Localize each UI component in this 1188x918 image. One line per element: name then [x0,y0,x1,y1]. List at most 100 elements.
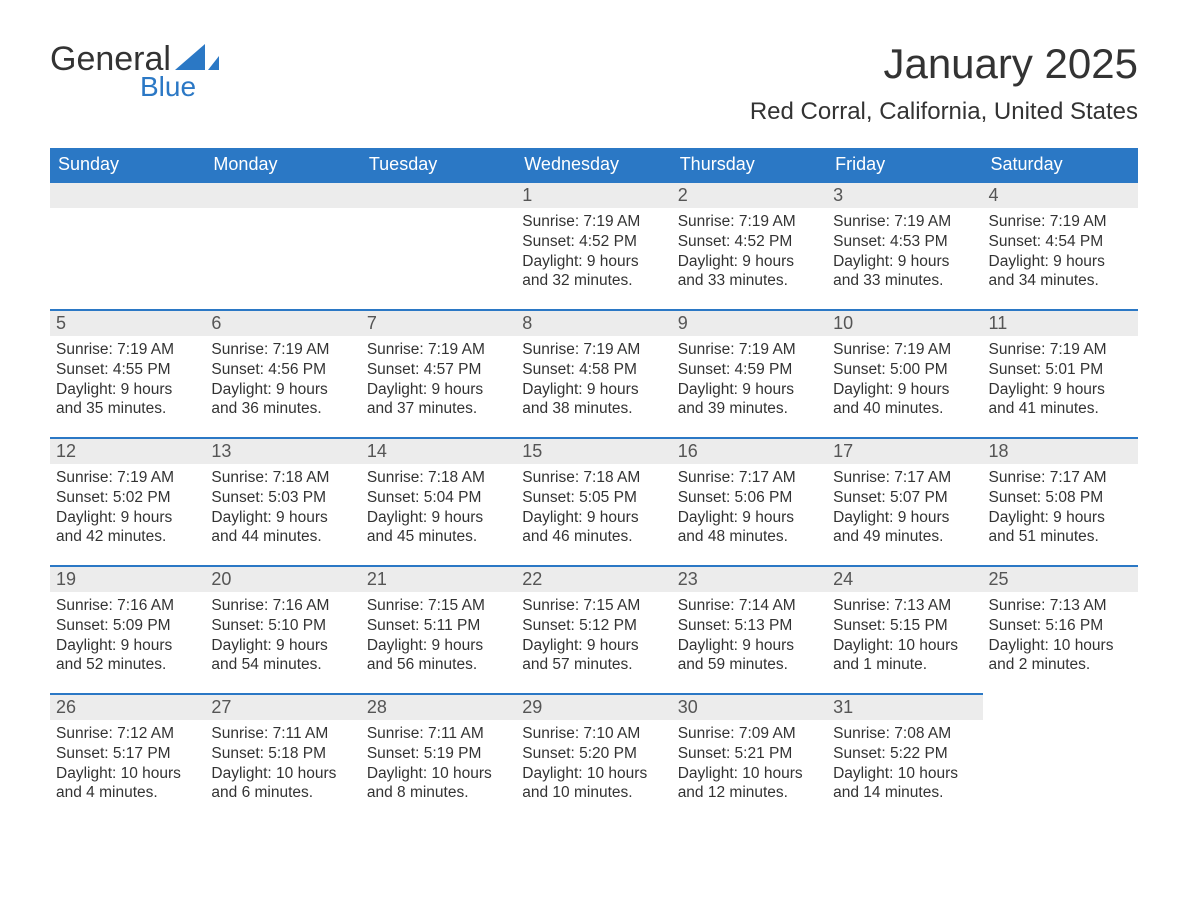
day-body: Sunrise: 7:11 AMSunset: 5:19 PMDaylight:… [361,720,516,811]
calendar-table: SundayMondayTuesdayWednesdayThursdayFrid… [50,148,1138,821]
day-body: Sunrise: 7:17 AMSunset: 5:06 PMDaylight:… [672,464,827,555]
sunset-text: Sunset: 5:07 PM [833,488,976,508]
day-body: Sunrise: 7:19 AMSunset: 4:52 PMDaylight:… [672,208,827,299]
calendar-cell: 17Sunrise: 7:17 AMSunset: 5:07 PMDayligh… [827,437,982,565]
day-number: 2 [672,181,827,208]
day-number: 7 [361,309,516,336]
calendar-cell: 3Sunrise: 7:19 AMSunset: 4:53 PMDaylight… [827,181,982,309]
calendar-cell: 10Sunrise: 7:19 AMSunset: 5:00 PMDayligh… [827,309,982,437]
day-header: Monday [205,148,360,181]
daylight-text: Daylight: 9 hours and 33 minutes. [678,252,821,292]
daylight-text: Daylight: 10 hours and 10 minutes. [522,764,665,804]
daylight-text: Daylight: 9 hours and 45 minutes. [367,508,510,548]
calendar-cell: 18Sunrise: 7:17 AMSunset: 5:08 PMDayligh… [983,437,1138,565]
daylight-text: Daylight: 9 hours and 39 minutes. [678,380,821,420]
day-number: 24 [827,565,982,592]
sunset-text: Sunset: 5:21 PM [678,744,821,764]
day-number: 27 [205,693,360,720]
calendar-cell: 31Sunrise: 7:08 AMSunset: 5:22 PMDayligh… [827,693,982,821]
daylight-text: Daylight: 9 hours and 40 minutes. [833,380,976,420]
day-header-row: SundayMondayTuesdayWednesdayThursdayFrid… [50,148,1138,181]
daylight-text: Daylight: 9 hours and 59 minutes. [678,636,821,676]
calendar-cell: 27Sunrise: 7:11 AMSunset: 5:18 PMDayligh… [205,693,360,821]
day-body: Sunrise: 7:15 AMSunset: 5:12 PMDaylight:… [516,592,671,683]
day-header: Wednesday [516,148,671,181]
calendar-cell: 6Sunrise: 7:19 AMSunset: 4:56 PMDaylight… [205,309,360,437]
daylight-text: Daylight: 9 hours and 38 minutes. [522,380,665,420]
calendar-body: 1Sunrise: 7:19 AMSunset: 4:52 PMDaylight… [50,181,1138,821]
day-body: Sunrise: 7:19 AMSunset: 4:59 PMDaylight:… [672,336,827,427]
daylight-text: Daylight: 9 hours and 34 minutes. [989,252,1132,292]
day-header: Saturday [983,148,1138,181]
day-number: 15 [516,437,671,464]
sunrise-text: Sunrise: 7:18 AM [522,468,665,488]
daylight-text: Daylight: 10 hours and 1 minute. [833,636,976,676]
page-header: General Blue January 2025 Red Corral, Ca… [50,40,1138,140]
day-header: Sunday [50,148,205,181]
daylight-text: Daylight: 9 hours and 46 minutes. [522,508,665,548]
sunrise-text: Sunrise: 7:19 AM [367,340,510,360]
calendar-cell: 12Sunrise: 7:19 AMSunset: 5:02 PMDayligh… [50,437,205,565]
day-number: 31 [827,693,982,720]
calendar-cell: 24Sunrise: 7:13 AMSunset: 5:15 PMDayligh… [827,565,982,693]
sunset-text: Sunset: 4:54 PM [989,232,1132,252]
daylight-text: Daylight: 9 hours and 32 minutes. [522,252,665,292]
day-body: Sunrise: 7:19 AMSunset: 5:02 PMDaylight:… [50,464,205,555]
day-body: Sunrise: 7:18 AMSunset: 5:04 PMDaylight:… [361,464,516,555]
day-number: 12 [50,437,205,464]
day-number: 5 [50,309,205,336]
day-body: Sunrise: 7:19 AMSunset: 4:57 PMDaylight:… [361,336,516,427]
sunrise-text: Sunrise: 7:15 AM [522,596,665,616]
daynum-empty [50,181,205,208]
calendar-cell: 9Sunrise: 7:19 AMSunset: 4:59 PMDaylight… [672,309,827,437]
daylight-text: Daylight: 9 hours and 44 minutes. [211,508,354,548]
day-number: 19 [50,565,205,592]
sunrise-text: Sunrise: 7:09 AM [678,724,821,744]
daylight-text: Daylight: 9 hours and 41 minutes. [989,380,1132,420]
sunrise-text: Sunrise: 7:16 AM [211,596,354,616]
sunrise-text: Sunrise: 7:19 AM [56,340,199,360]
day-number: 22 [516,565,671,592]
sunrise-text: Sunrise: 7:14 AM [678,596,821,616]
day-body: Sunrise: 7:15 AMSunset: 5:11 PMDaylight:… [361,592,516,683]
day-number: 4 [983,181,1138,208]
calendar-week: 12Sunrise: 7:19 AMSunset: 5:02 PMDayligh… [50,437,1138,565]
day-body: Sunrise: 7:10 AMSunset: 5:20 PMDaylight:… [516,720,671,811]
day-number: 29 [516,693,671,720]
calendar-cell [50,181,205,309]
day-number: 17 [827,437,982,464]
day-body: Sunrise: 7:19 AMSunset: 5:00 PMDaylight:… [827,336,982,427]
calendar-cell [205,181,360,309]
sunrise-text: Sunrise: 7:19 AM [522,340,665,360]
sunset-text: Sunset: 5:18 PM [211,744,354,764]
calendar-cell [983,693,1138,821]
sunrise-text: Sunrise: 7:08 AM [833,724,976,744]
sunrise-text: Sunrise: 7:13 AM [989,596,1132,616]
daylight-text: Daylight: 10 hours and 4 minutes. [56,764,199,804]
daylight-text: Daylight: 9 hours and 56 minutes. [367,636,510,676]
calendar-cell: 15Sunrise: 7:18 AMSunset: 5:05 PMDayligh… [516,437,671,565]
sunrise-text: Sunrise: 7:19 AM [56,468,199,488]
day-number: 9 [672,309,827,336]
sunset-text: Sunset: 5:17 PM [56,744,199,764]
calendar-cell: 21Sunrise: 7:15 AMSunset: 5:11 PMDayligh… [361,565,516,693]
daynum-empty [361,181,516,208]
sunset-text: Sunset: 5:11 PM [367,616,510,636]
daylight-text: Daylight: 10 hours and 12 minutes. [678,764,821,804]
sunset-text: Sunset: 5:05 PM [522,488,665,508]
day-body: Sunrise: 7:16 AMSunset: 5:09 PMDaylight:… [50,592,205,683]
daylight-text: Daylight: 9 hours and 54 minutes. [211,636,354,676]
day-body: Sunrise: 7:19 AMSunset: 4:52 PMDaylight:… [516,208,671,299]
brand-part2: Blue [140,71,219,103]
daylight-text: Daylight: 9 hours and 48 minutes. [678,508,821,548]
day-body: Sunrise: 7:14 AMSunset: 5:13 PMDaylight:… [672,592,827,683]
sunrise-text: Sunrise: 7:18 AM [367,468,510,488]
brand-logo: General Blue [50,40,219,103]
daylight-text: Daylight: 9 hours and 51 minutes. [989,508,1132,548]
day-number: 6 [205,309,360,336]
calendar-cell: 8Sunrise: 7:19 AMSunset: 4:58 PMDaylight… [516,309,671,437]
day-number: 16 [672,437,827,464]
day-body: Sunrise: 7:18 AMSunset: 5:05 PMDaylight:… [516,464,671,555]
day-number: 1 [516,181,671,208]
sunrise-text: Sunrise: 7:15 AM [367,596,510,616]
